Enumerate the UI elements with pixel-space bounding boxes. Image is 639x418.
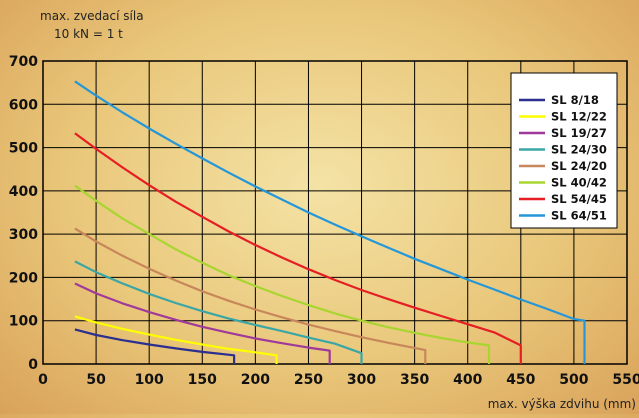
series-line-7 [74,80,586,364]
plot-area [42,60,628,365]
x-tick-label: 300 [347,372,376,388]
legend-label: SL 24/20 [551,159,607,173]
x-tick-label: 400 [453,372,482,388]
x-tick-label: 450 [506,372,535,388]
x-tick-label: 500 [559,372,588,388]
y-tick-label: 100 [9,314,38,330]
legend-label: SL 54/45 [551,192,607,206]
x-tick-label: 50 [86,372,106,388]
series-line-0 [74,328,236,364]
x-tick-label: 0 [38,372,48,388]
x-tick-label: 550 [612,372,639,388]
series-layer [74,80,586,364]
series-line-5 [74,184,491,364]
x-tick-label: 350 [400,372,429,388]
y-tick-label: 300 [9,227,38,243]
y-tick-labels: 0 100 200 300 400 500 600 700 [9,54,38,373]
legend: SL 8/18 SL 12/22 SL 19/27 SL 24/30 SL 24/20 S… [510,72,618,229]
x-tick-labels: 0 50 100 150 200 250 300 350 400 450 500 550 [38,372,639,388]
legend-label: SL 19/27 [551,126,607,140]
y-tick-label: 700 [9,54,38,70]
series-line-4 [74,227,427,364]
y-tick-label: 500 [9,141,38,157]
legend-label: SL 8/18 [551,93,599,107]
y-tick-label: 400 [9,184,38,200]
y-tick-label: 0 [28,357,38,373]
y-axis-label-line1: max. zvedací síla [40,9,144,23]
x-axis-label: max. výška zdvihu (mm) [488,397,636,411]
y-axis-label-line2: 10 kN = 1 t [54,27,123,41]
x-tick-label: 200 [241,372,270,388]
x-tick-label: 150 [188,372,217,388]
y-tick-label: 600 [9,97,38,113]
series-line-1 [74,315,278,364]
series-line-6 [74,132,522,364]
series-line-2 [74,282,331,364]
y-tick-label: 200 [9,270,38,286]
series-line-3 [74,260,363,364]
legend-label: SL 64/51 [551,209,607,223]
x-tick-label: 100 [135,372,164,388]
grid [43,61,627,364]
x-tick-label: 250 [294,372,323,388]
legend-label: SL 40/42 [551,176,607,190]
legend-label: SL 24/30 [551,143,607,157]
legend-label: SL 12/22 [551,110,607,124]
